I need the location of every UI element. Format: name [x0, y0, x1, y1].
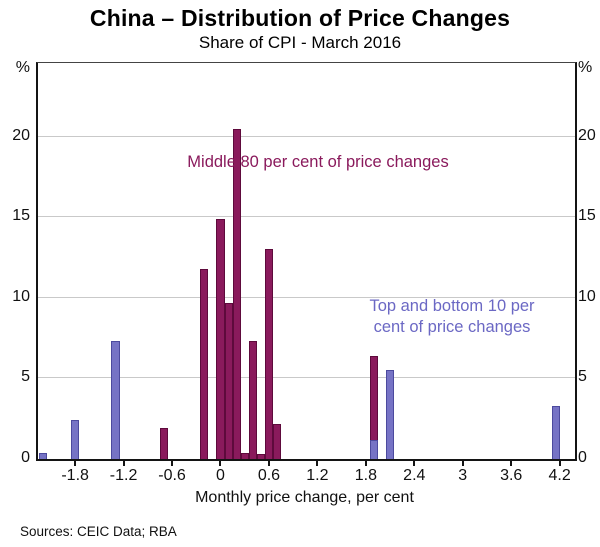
source-note: Sources: CEIC Data; RBA — [20, 524, 177, 539]
y-tick-label-left-5: 5 — [21, 368, 30, 386]
x-tick-1.8 — [364, 461, 367, 466]
series-annotation-top10: Top and bottom 10 per cent of price chan… — [352, 296, 552, 338]
chart-title: China – Distribution of Price Changes — [89, 5, 511, 31]
x-tick-label-3.6: 3.6 — [500, 467, 523, 484]
y-tick-label-left-10: 10 — [12, 287, 30, 305]
x-tick-label-1.2: 1.2 — [306, 467, 329, 484]
gridline-y20 — [38, 135, 575, 137]
x-tick--1.8 — [74, 461, 77, 466]
bar-middle80-x0.2 — [232, 128, 241, 459]
x-tick-0 — [219, 461, 222, 466]
x-tick-label-4.2: 4.2 — [548, 467, 571, 484]
x-tick-label-0: 0 — [216, 467, 225, 484]
gridline-y10 — [38, 296, 575, 298]
bar-top10-x1.9 — [369, 439, 378, 459]
x-tick-label-3: 3 — [458, 467, 468, 484]
x-tick--1.2 — [122, 461, 125, 466]
bar-middle80-x0.6 — [264, 249, 273, 459]
x-tick-0.6 — [267, 461, 270, 466]
bar-middle80-x0.3 — [240, 452, 249, 459]
bar-top10-x-1.3 — [111, 341, 120, 459]
x-tick-label--1.2: -1.2 — [109, 467, 138, 484]
y-tick-label-right-15: 15 — [578, 207, 596, 225]
bar-top10-x2.1 — [386, 370, 395, 459]
bar-middle80-x0.4 — [248, 341, 257, 459]
y-axis-unit-right: % — [578, 59, 593, 76]
bar-top10-x4.15 — [551, 405, 560, 459]
x-tick-label-2.4: 2.4 — [403, 467, 426, 484]
bar-middle80-x0.1 — [224, 302, 233, 459]
y-tick-label-right-10: 10 — [578, 287, 596, 305]
x-tick-3.6 — [510, 461, 513, 466]
x-tick-label-1.8: 1.8 — [354, 467, 377, 484]
y-tick-label-right-0: 0 — [578, 449, 587, 466]
bar-middle80-x-0.2 — [200, 268, 209, 459]
x-axis-title: Monthly price change, per cent — [195, 489, 414, 506]
bar-top10-x-1.8 — [71, 420, 80, 459]
x-tick-label-0.6: 0.6 — [257, 467, 281, 484]
x-tick-label--1.8: -1.8 — [61, 467, 89, 484]
y-tick-label-left-15: 15 — [12, 207, 30, 225]
gridline-y15 — [38, 216, 575, 218]
y-tick-label-left-0: 0 — [21, 449, 30, 466]
x-tick-2.4 — [413, 461, 416, 466]
y-tick-label-right-20: 20 — [578, 126, 596, 144]
series-annotation-middle80: Middle 80 per cent of price changes — [168, 153, 468, 172]
annotation-middle80-text: Middle 80 per cent of price changes — [187, 153, 449, 171]
annotation-top10-line1: Top and bottom 10 per — [369, 297, 535, 315]
y-tick-label-right-5: 5 — [578, 368, 587, 386]
gridline-y5 — [38, 377, 575, 379]
x-tick-4.2 — [558, 461, 561, 466]
x-tick-label--0.6: -0.6 — [158, 467, 186, 484]
x-tick-1.2 — [316, 461, 319, 466]
bar-middle80-x0.5 — [256, 454, 265, 459]
y-axis-unit-left: % — [15, 59, 30, 76]
bar-middle80-x-0.7 — [159, 428, 168, 459]
bar-middle80-x0.7 — [272, 423, 282, 459]
y-tick-label-left-20: 20 — [12, 126, 30, 144]
bar-middle80-x0 — [216, 218, 225, 459]
chart-subtitle: Share of CPI - March 2016 — [198, 33, 402, 52]
bar-middle80-x1.9 — [369, 355, 378, 459]
annotation-top10-line2: cent of price changes — [373, 318, 531, 336]
x-tick-3 — [461, 461, 464, 466]
plot-area: Middle 80 per cent of price changes -1.8… — [36, 62, 577, 484]
bar-top10-x-2.2 — [38, 452, 47, 459]
x-tick--0.6 — [171, 461, 174, 466]
